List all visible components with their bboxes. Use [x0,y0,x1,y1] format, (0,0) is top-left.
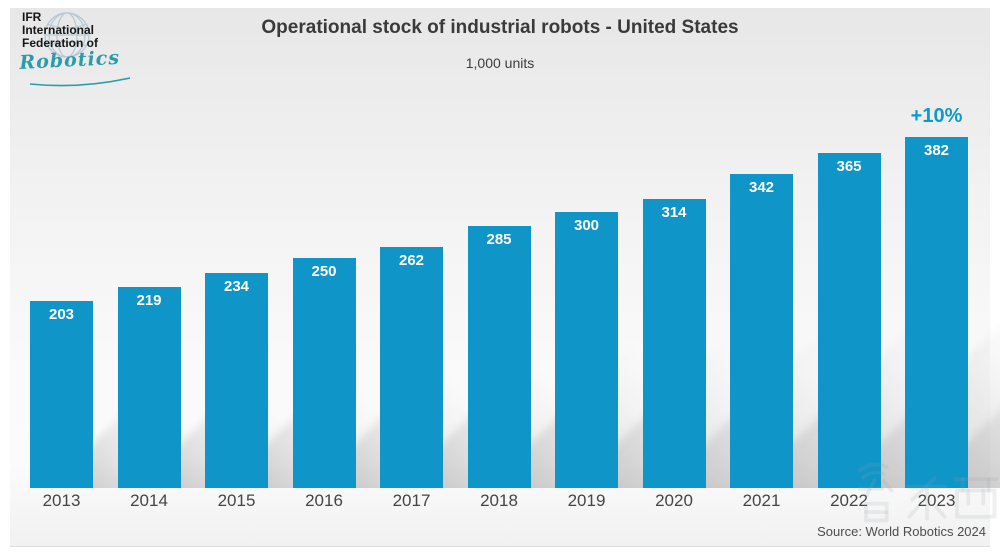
bar-value-label: 250 [311,263,337,280]
x-axis-label-2015: 2015 [217,491,256,510]
x-axis-label-2013: 2013 [42,491,81,510]
logo-text-ifr: IFR [22,10,42,24]
bar-2019: 300 [555,212,618,488]
chart-units-label: 1,000 units [465,55,535,71]
x-axis-label-2017: 2017 [392,491,431,510]
bar-value-label: 314 [661,204,687,221]
bar-value-label: 300 [573,217,600,234]
bar-value-label: 203 [48,306,75,323]
bar-value-label: 285 [486,231,512,248]
bar-value-label: 262 [398,252,425,269]
bar-2023: 382 [905,137,968,488]
bar-2021: 342 [730,174,793,488]
bar-2015: 234 [205,273,268,488]
bar-2014: 219 [117,287,181,488]
logo-text-international: International [22,23,95,37]
bar-2018: 285 [467,226,531,488]
logo-text-federation: Federation of [22,36,99,50]
bar-value-label: 342 [748,179,775,196]
source-label: Source: World Robotics 2024 [817,524,986,539]
x-axis-label-2023: 2023 [917,491,956,510]
watermark-zhidongxi [857,462,999,523]
bar-value-label: 234 [223,278,250,295]
x-axis-label-2014: 2014 [130,491,168,510]
x-axis: 2013 2014 2015 2016 2017 2018 2019 2020 2021 2022… [0,491,1000,513]
globe-icon [44,12,90,58]
bar-value-label: 219 [136,292,162,309]
logo-flourish [29,77,131,87]
growth-annotation: +10% [910,105,963,127]
bar-value-label: 365 [836,158,862,175]
bar-2016: 250 [292,258,356,488]
ifr-logo: IFR International Federation of Robotics [19,10,162,87]
x-axis-label-2019: 2019 [567,491,606,510]
bar-2022: 365 [817,153,881,488]
bar-2017: 262 [380,247,443,488]
x-axis-label-2022: 2022 [830,491,868,510]
x-axis-label-2016: 2016 [305,491,343,510]
plot-area: 203 219 234 250 262 285 300 314 342 365 382 [0,68,1000,488]
x-axis-label-2021: 2021 [742,491,781,510]
bar-2020: 314 [642,199,706,488]
x-axis-label-2020: 2020 [655,491,693,510]
chart-title: Operational stock of industrial robots -… [261,17,739,38]
bar-2013: 203 [30,301,93,488]
x-axis-label-2018: 2018 [480,491,518,510]
bar-value-label: 382 [923,142,950,159]
